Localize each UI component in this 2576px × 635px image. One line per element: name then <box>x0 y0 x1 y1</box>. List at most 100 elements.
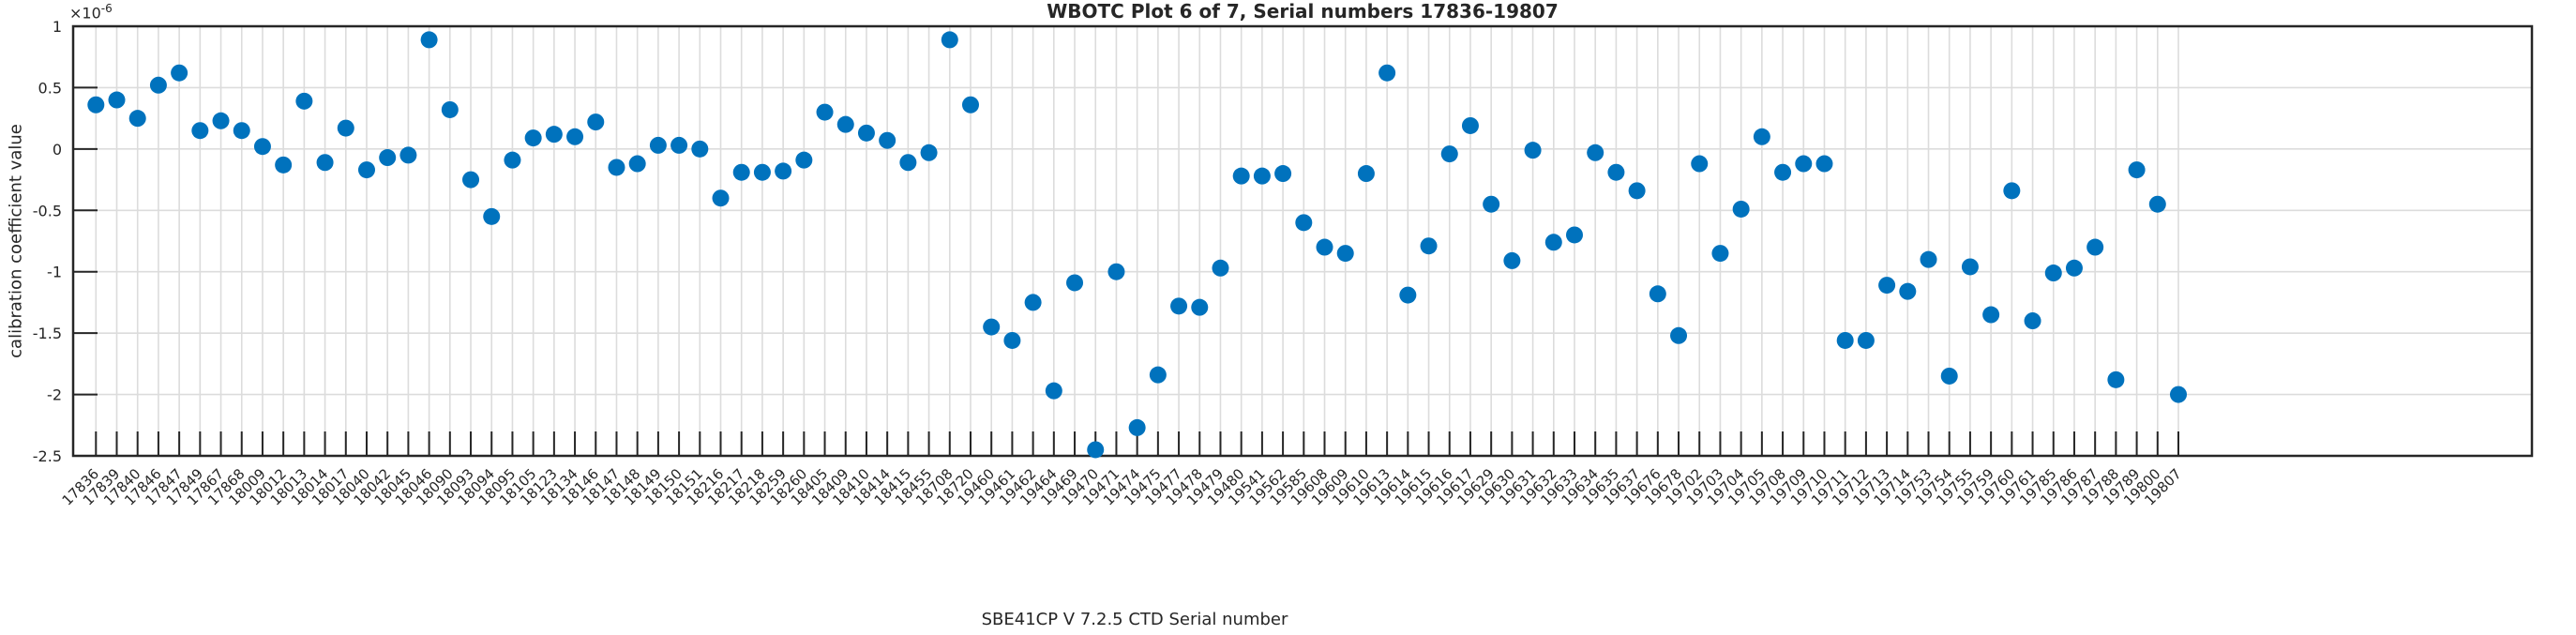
data-point <box>212 112 230 129</box>
data-point <box>1253 167 1271 185</box>
data-point <box>524 129 542 147</box>
data-point <box>108 91 126 109</box>
chart-title: WBOTC Plot 6 of 7, Serial numbers 17836-… <box>1047 0 1559 23</box>
data-point <box>1212 259 1229 277</box>
data-point <box>1899 282 1917 300</box>
data-point <box>483 207 501 225</box>
data-point <box>1191 298 1209 316</box>
data-point <box>961 96 979 113</box>
data-point <box>2170 386 2187 403</box>
data-point <box>775 162 792 180</box>
data-point <box>128 110 146 128</box>
data-point <box>983 318 1001 336</box>
data-point <box>1524 142 1542 159</box>
data-point <box>149 76 167 94</box>
data-point <box>1670 326 1688 344</box>
data-point <box>87 96 105 113</box>
y-axis-exponent-base: ×10 <box>69 4 101 23</box>
data-point <box>171 64 188 82</box>
data-point <box>816 103 834 121</box>
data-point <box>1815 155 1833 173</box>
data-point <box>566 128 584 145</box>
data-point <box>2128 161 2146 179</box>
y-axis-exponent: ×10-6 <box>69 2 113 22</box>
data-point <box>1316 238 1333 256</box>
y-tick-label: -2 <box>47 386 62 404</box>
data-point <box>2065 259 2083 277</box>
data-point <box>1170 297 1188 315</box>
data-point <box>316 154 334 172</box>
data-point <box>836 115 854 133</box>
data-point <box>1274 165 1292 183</box>
data-point <box>1587 144 1604 161</box>
data-point <box>1003 331 1021 349</box>
data-point <box>1295 214 1313 232</box>
data-point <box>1961 258 1979 276</box>
data-point <box>1399 286 1417 304</box>
y-tick-label: -0.5 <box>33 202 62 219</box>
data-point <box>1607 163 1625 181</box>
data-point <box>420 31 438 49</box>
data-point <box>649 136 667 154</box>
y-tick-label: 1 <box>53 18 62 36</box>
data-point <box>1378 64 1396 82</box>
data-point <box>462 171 480 189</box>
data-point <box>795 151 813 169</box>
data-point <box>1087 441 1105 459</box>
data-point <box>357 161 375 179</box>
data-point <box>587 113 605 131</box>
data-point <box>337 119 354 137</box>
data-point <box>2148 195 2166 213</box>
data-point <box>1732 200 1750 218</box>
data-point <box>441 100 459 118</box>
data-point <box>275 156 293 174</box>
data-point <box>1420 237 1438 255</box>
data-point <box>1836 331 1854 349</box>
data-point <box>2003 182 2021 200</box>
data-point <box>1753 128 1770 145</box>
data-point <box>691 140 709 158</box>
data-point <box>1357 165 1375 183</box>
data-point <box>1565 226 1583 244</box>
data-point <box>941 31 958 49</box>
data-point <box>2107 370 2125 388</box>
data-point <box>2086 238 2104 256</box>
data-point <box>399 146 417 164</box>
data-point <box>1711 245 1729 263</box>
x-axis-label: SBE41CP V 7.2.5 CTD Serial number <box>981 610 1288 629</box>
data-point <box>1628 182 1646 200</box>
data-point <box>1128 418 1146 436</box>
data-point <box>1024 294 1042 311</box>
data-point <box>608 159 625 176</box>
data-point <box>857 124 875 142</box>
data-point <box>1461 116 1479 134</box>
y-axis-exponent-power: -6 <box>100 2 113 15</box>
data-point <box>753 163 771 181</box>
data-point <box>2024 312 2041 330</box>
y-tick-label: -1.5 <box>33 325 62 342</box>
data-point <box>1795 155 1813 173</box>
data-point <box>1774 163 1792 181</box>
data-point <box>1066 274 1084 292</box>
data-point <box>1336 245 1354 263</box>
data-point <box>1691 155 1709 173</box>
data-point <box>504 151 521 169</box>
data-point <box>670 136 688 154</box>
data-point <box>732 163 750 181</box>
data-point <box>1544 234 1562 251</box>
y-tick-label: -1 <box>47 264 62 281</box>
data-point <box>379 149 397 167</box>
data-point <box>1649 285 1666 303</box>
data-point <box>1940 367 1958 385</box>
data-point <box>545 126 563 144</box>
data-point <box>879 131 896 149</box>
data-point <box>191 122 209 140</box>
data-point <box>899 154 917 172</box>
data-point <box>1483 195 1500 213</box>
data-point <box>1045 382 1062 400</box>
data-point <box>1440 145 1458 163</box>
data-point <box>712 189 730 207</box>
data-point <box>295 92 313 110</box>
